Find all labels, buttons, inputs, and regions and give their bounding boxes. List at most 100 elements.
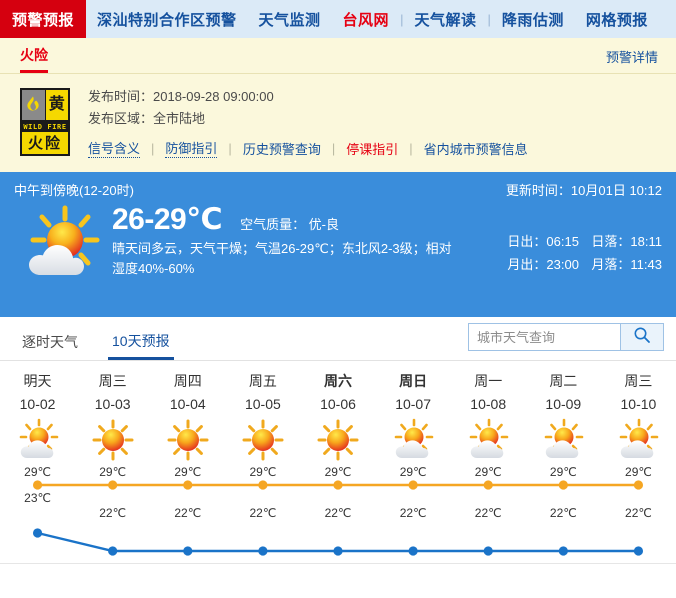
warning-band: 火险 预警详情 黄 WILD FIRE 火险 发布时间：2018-09-28 0… — [0, 38, 676, 172]
forecast-date: 10-03 — [94, 396, 131, 412]
current-temperature: 26-29℃ — [112, 203, 223, 236]
forecast-tabs-row: 逐时天气 10天预报 — [0, 317, 676, 361]
moonrise-time: 月出：23:00 — [507, 257, 579, 272]
forecast-high-temp: 29℃ — [625, 465, 652, 479]
forecast-high-temp: 29℃ — [549, 465, 577, 479]
forecast-date: 10-10 — [620, 396, 657, 412]
current-temp-row: 26-29℃ 空气质量： 优-良 — [112, 203, 464, 237]
forecast-low-temp: 22℃ — [249, 506, 277, 520]
forecast-columns: 明天 10-02 29℃ 周三 10-03 29℃ 周四 10-04 29℃ 周五 10-05 29℃… — [0, 361, 676, 481]
forecast-low-temp-cell: 22℃ — [376, 506, 451, 520]
flame-icon — [22, 90, 46, 120]
fire-sign-band: WILD FIRE — [22, 121, 68, 132]
search-input[interactable] — [468, 323, 620, 351]
forecast-weekday: 周六 — [323, 373, 352, 389]
nav-item-3[interactable]: 台风网 — [342, 11, 390, 29]
warning-tabs: 火险 预警详情 — [0, 38, 676, 74]
fire-sign-level: 黄 — [45, 90, 68, 120]
forecast-low-temp: 22℃ — [324, 506, 352, 520]
forecast-low-temp-cell: 22℃ — [601, 506, 676, 520]
forecast-day-column[interactable]: 周一 10-08 29℃ — [451, 369, 526, 481]
forecast-weekday: 周三 — [624, 373, 653, 389]
forecast-high-temp: 29℃ — [399, 465, 427, 479]
sunset-time: 日落：18:11 — [591, 234, 662, 249]
fire-sign-type: 火险 — [22, 132, 68, 154]
sun-behind-cloud-icon — [601, 417, 676, 463]
forecast-day-column[interactable]: 周五 10-05 29℃ — [225, 369, 300, 481]
tab-ten-day-forecast[interactable]: 10天预报 — [108, 331, 174, 360]
city-search — [468, 323, 664, 351]
forecast-low-temp: 22℃ — [399, 506, 427, 520]
forecast-weekday: 明天 — [23, 373, 52, 389]
nav-item-6[interactable]: 网格预报 — [585, 11, 648, 29]
nav-separator: | — [400, 11, 404, 27]
low-temp-labels: 23℃ 22℃ 22℃ 22℃ 22℃ 22℃ 22℃ 22℃ 22℃ — [0, 491, 676, 520]
nav-item-2[interactable]: 天气监测 — [258, 11, 321, 29]
sun-behind-cloud-icon — [526, 417, 601, 463]
search-button[interactable] — [620, 323, 664, 351]
warning-link-separator: | — [151, 140, 155, 156]
search-icon — [633, 326, 651, 349]
nav-item-0[interactable]: 预警预报 — [0, 0, 87, 38]
forecast-day-column[interactable]: 周二 10-09 29℃ — [526, 369, 601, 481]
forecast-weekday: 周一 — [474, 373, 503, 389]
forecast-weekday: 周日 — [399, 373, 428, 389]
top-navigation: 预警预报 深汕特别合作区预警 天气监测 台风网 | 天气解读 | 降雨估测 网格预报 — [0, 0, 676, 38]
forecast-day-column[interactable]: 周六 10-06 29℃ — [300, 369, 375, 481]
warning-link-0[interactable]: 信号含义 — [88, 138, 141, 158]
warning-link-1[interactable]: 防御指引 — [165, 138, 218, 158]
nav-item-5[interactable]: 降雨估测 — [501, 11, 564, 29]
current-panel-main: 26-29℃ 空气质量： 优-良 晴天间多云，天气干燥；气温26-29℃；东北风… — [0, 199, 676, 285]
forecast-high-temp: 29℃ — [174, 465, 202, 479]
forecast-low-temp: 22℃ — [99, 506, 127, 520]
forecast-date: 10-09 — [545, 396, 582, 412]
forecast-low-temp-cell: 22℃ — [150, 506, 225, 520]
nav-item-4[interactable]: 天气解读 — [414, 11, 477, 29]
warning-link-separator: | — [331, 140, 336, 156]
current-description: 晴天间多云，天气干燥；气温26-29℃；东北风2-3级；相对湿度40%-60% — [112, 241, 452, 276]
sunny-icon — [300, 417, 375, 463]
warning-link-separator: | — [409, 140, 413, 156]
fire-sign-top: 黄 — [22, 90, 68, 121]
forecast-low-temp: 22℃ — [549, 506, 577, 520]
forecast-day-column[interactable]: 周四 10-04 29℃ — [150, 369, 225, 481]
warning-link-separator: | — [228, 140, 232, 156]
forecast-date: 10-07 — [395, 396, 431, 412]
warning-link-4[interactable]: 省内城市预警信息 — [423, 141, 528, 157]
moonrise-moonset-row: 月出：23:00 月落：11:43 — [507, 253, 662, 276]
warning-info: 发布时间：2018-09-28 09:00:00 发布区域：全市陆地 信号含义 |… — [70, 86, 528, 158]
current-update-time: 更新时间：10月01日 10:12 — [505, 183, 662, 198]
warning-detail-link[interactable]: 预警详情 — [605, 50, 658, 65]
warning-link-2[interactable]: 历史预警查询 — [242, 141, 321, 157]
tab-fire-risk[interactable]: 火险 — [20, 45, 48, 73]
forecast-low-temp: 22℃ — [174, 506, 202, 520]
forecast-low-temp-cell: 22℃ — [526, 506, 601, 520]
forecast-day-column[interactable]: 周三 10-10 29℃ — [601, 369, 676, 481]
sun-moon-times: 日出：06:15 日落：18:11 月出：23:00 月落：11:43 — [507, 230, 662, 276]
tab-hourly-weather[interactable]: 逐时天气 — [22, 334, 78, 350]
sun-behind-cloud-icon — [20, 203, 106, 285]
forecast-low-temp-cell: 23℃ — [0, 491, 75, 520]
current-air-quality: 空气质量： 优-良 — [240, 217, 340, 232]
forecast-day-column[interactable]: 周日 10-07 29℃ — [376, 369, 451, 481]
sun-behind-cloud-icon — [0, 417, 75, 463]
forecast-weekday: 周二 — [549, 373, 578, 389]
forecast-date: 10-04 — [169, 396, 206, 412]
warning-links: 信号含义 | 防御指引 | 历史预警查询 | 停课指引 | 省内城市预警信息 — [88, 138, 528, 158]
warning-issue-time: 发布时间：2018-09-28 09:00:00 — [88, 89, 274, 104]
sunrise-sunset-row: 日出：06:15 日落：18:11 — [507, 230, 662, 253]
sunny-icon — [150, 417, 225, 463]
sun-behind-cloud-icon — [451, 417, 526, 463]
warning-link-3[interactable]: 停课指引 — [346, 141, 399, 157]
forecast-day-column[interactable]: 周三 10-03 29℃ — [75, 369, 150, 481]
fire-warning-sign-icon: 黄 WILD FIRE 火险 — [20, 88, 70, 156]
forecast-low-temp: 22℃ — [474, 506, 502, 520]
nav-item-1[interactable]: 深汕特别合作区预警 — [97, 11, 237, 29]
forecast-low-temp-cell: 22℃ — [451, 506, 526, 520]
forecast-weekday: 周五 — [248, 373, 277, 389]
forecast-day-column[interactable]: 明天 10-02 29℃ — [0, 369, 75, 481]
forecast-weekday: 周四 — [173, 373, 202, 389]
ten-day-forecast: 明天 10-02 29℃ 周三 10-03 29℃ 周四 10-04 29℃ 周五 10-05 29℃… — [0, 361, 676, 564]
current-period: 中午到傍晚(12-20时) — [14, 183, 134, 198]
forecast-low-temp-cell: 22℃ — [225, 506, 300, 520]
